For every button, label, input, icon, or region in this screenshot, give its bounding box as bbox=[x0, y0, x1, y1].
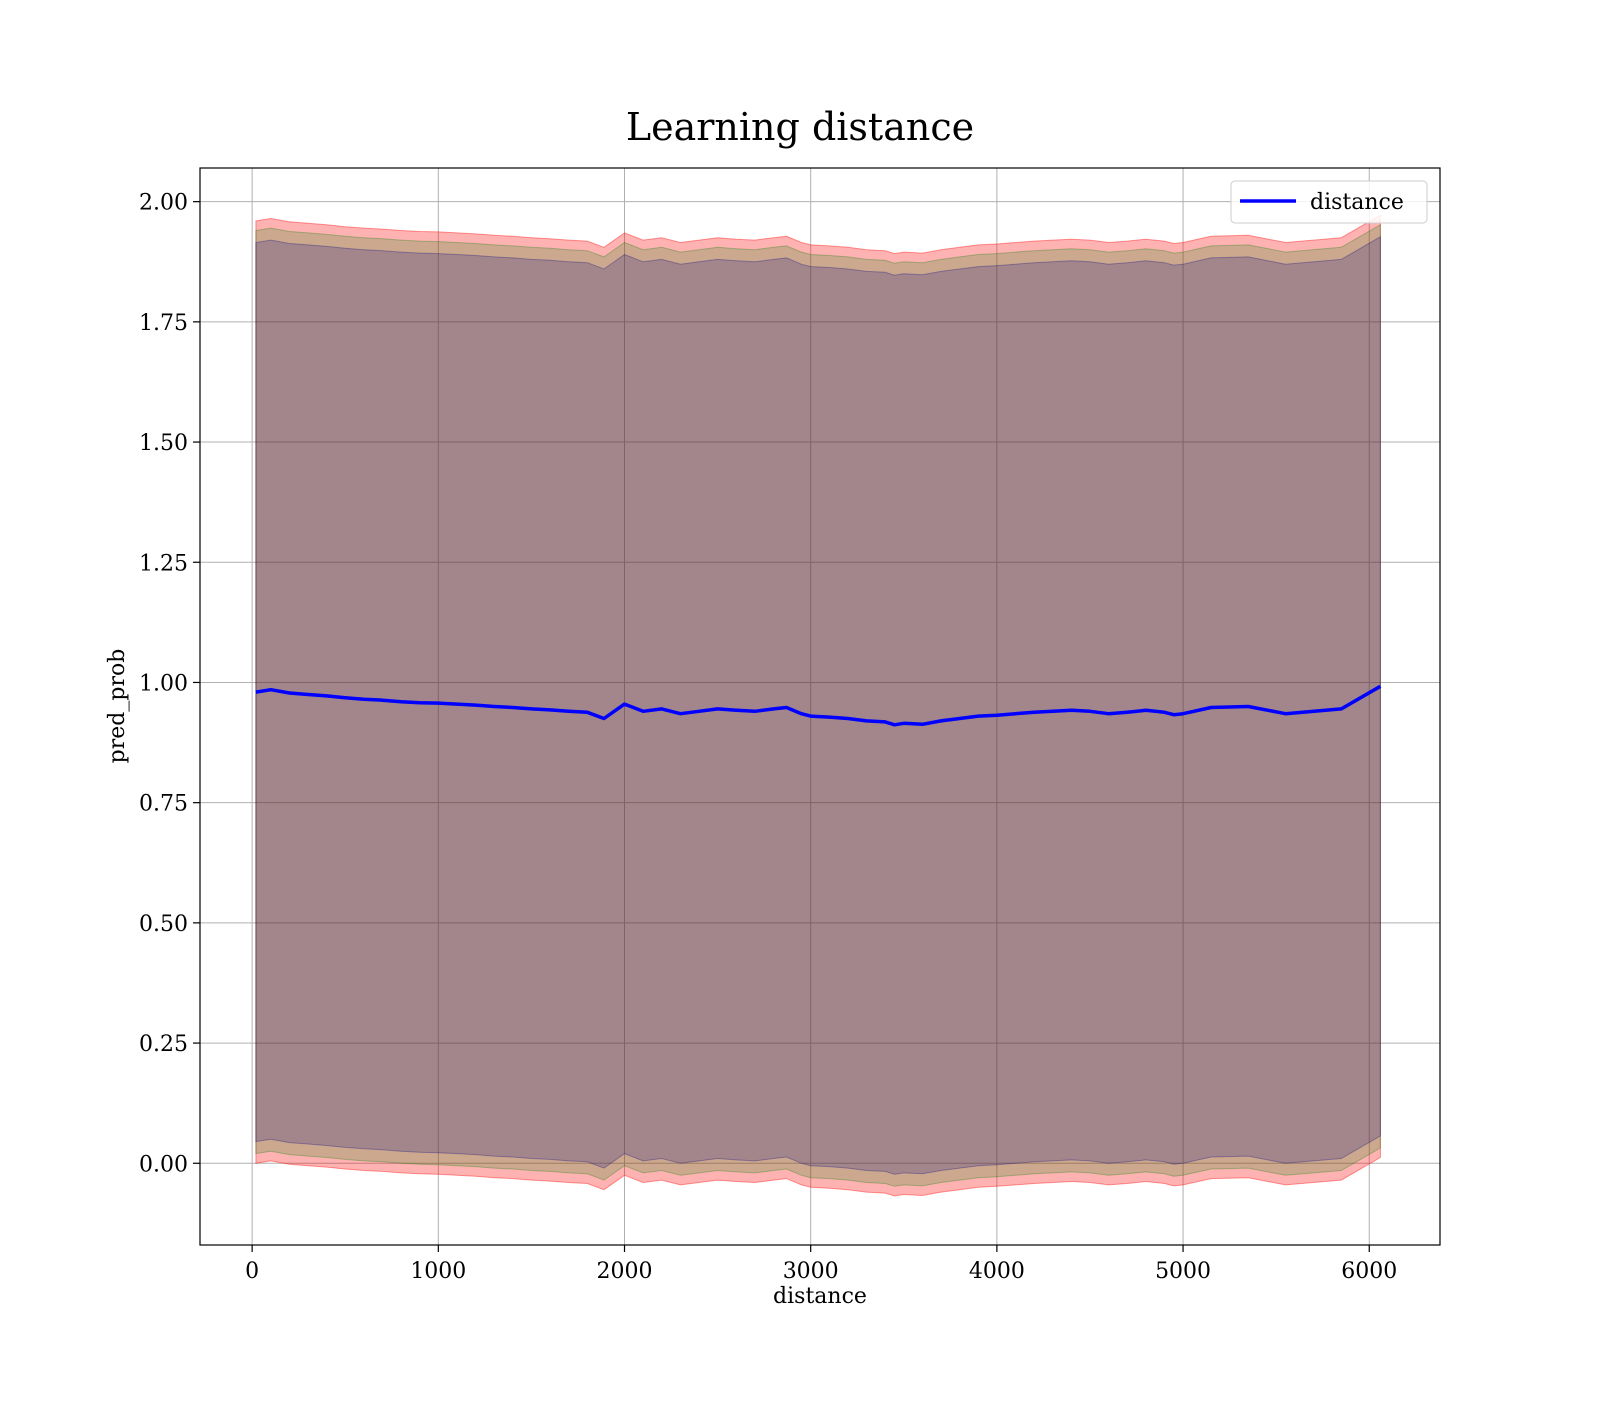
x-tick-label: 1000 bbox=[410, 1259, 466, 1284]
y-tick-label: 0.75 bbox=[139, 792, 188, 817]
legend: distance bbox=[1230, 180, 1428, 224]
y-tick-label: 1.00 bbox=[139, 671, 188, 696]
x-tick-label: 5000 bbox=[1155, 1259, 1211, 1284]
x-tick-label: 3000 bbox=[783, 1259, 839, 1284]
x-tick-label: 6000 bbox=[1341, 1259, 1397, 1284]
y-tick-label: 1.25 bbox=[139, 551, 188, 576]
y-tick-label: 0.25 bbox=[139, 1032, 188, 1057]
y-tick-label: 0.50 bbox=[139, 912, 188, 937]
series-lines bbox=[255, 684, 1382, 727]
y-axis-title: pred_prob bbox=[105, 649, 130, 764]
y-tick-label: 2.00 bbox=[139, 191, 188, 216]
y-tick-label: 1.75 bbox=[139, 311, 188, 336]
y-axis-ticks: 0.00 0.25 0.50 0.75 1.00 1.25 1.50 1.75 2.00 bbox=[139, 191, 200, 1177]
y-tick-label: 0.00 bbox=[139, 1152, 188, 1177]
x-axis-title: distance bbox=[773, 1284, 867, 1309]
confidence-band-0 bbox=[255, 214, 1381, 1197]
confidence-band-1 bbox=[255, 223, 1381, 1187]
legend-box bbox=[1230, 180, 1428, 224]
x-axis-ticks: 0 1000 2000 3000 4000 5000 6000 bbox=[245, 1245, 1397, 1284]
x-tick-label: 4000 bbox=[969, 1259, 1025, 1284]
x-tick-label: 0 bbox=[245, 1259, 259, 1284]
x-tick-label: 2000 bbox=[597, 1259, 653, 1284]
legend-label-distance: distance bbox=[1310, 190, 1404, 215]
series-line-0 bbox=[255, 684, 1382, 727]
plot-frame bbox=[199, 167, 1441, 1246]
grid bbox=[200, 168, 1440, 1245]
chart-title: Learning distance bbox=[626, 105, 974, 149]
y-tick-label: 1.50 bbox=[139, 431, 188, 456]
confidence-bands bbox=[255, 214, 1381, 1197]
confidence-band-2 bbox=[255, 235, 1381, 1175]
